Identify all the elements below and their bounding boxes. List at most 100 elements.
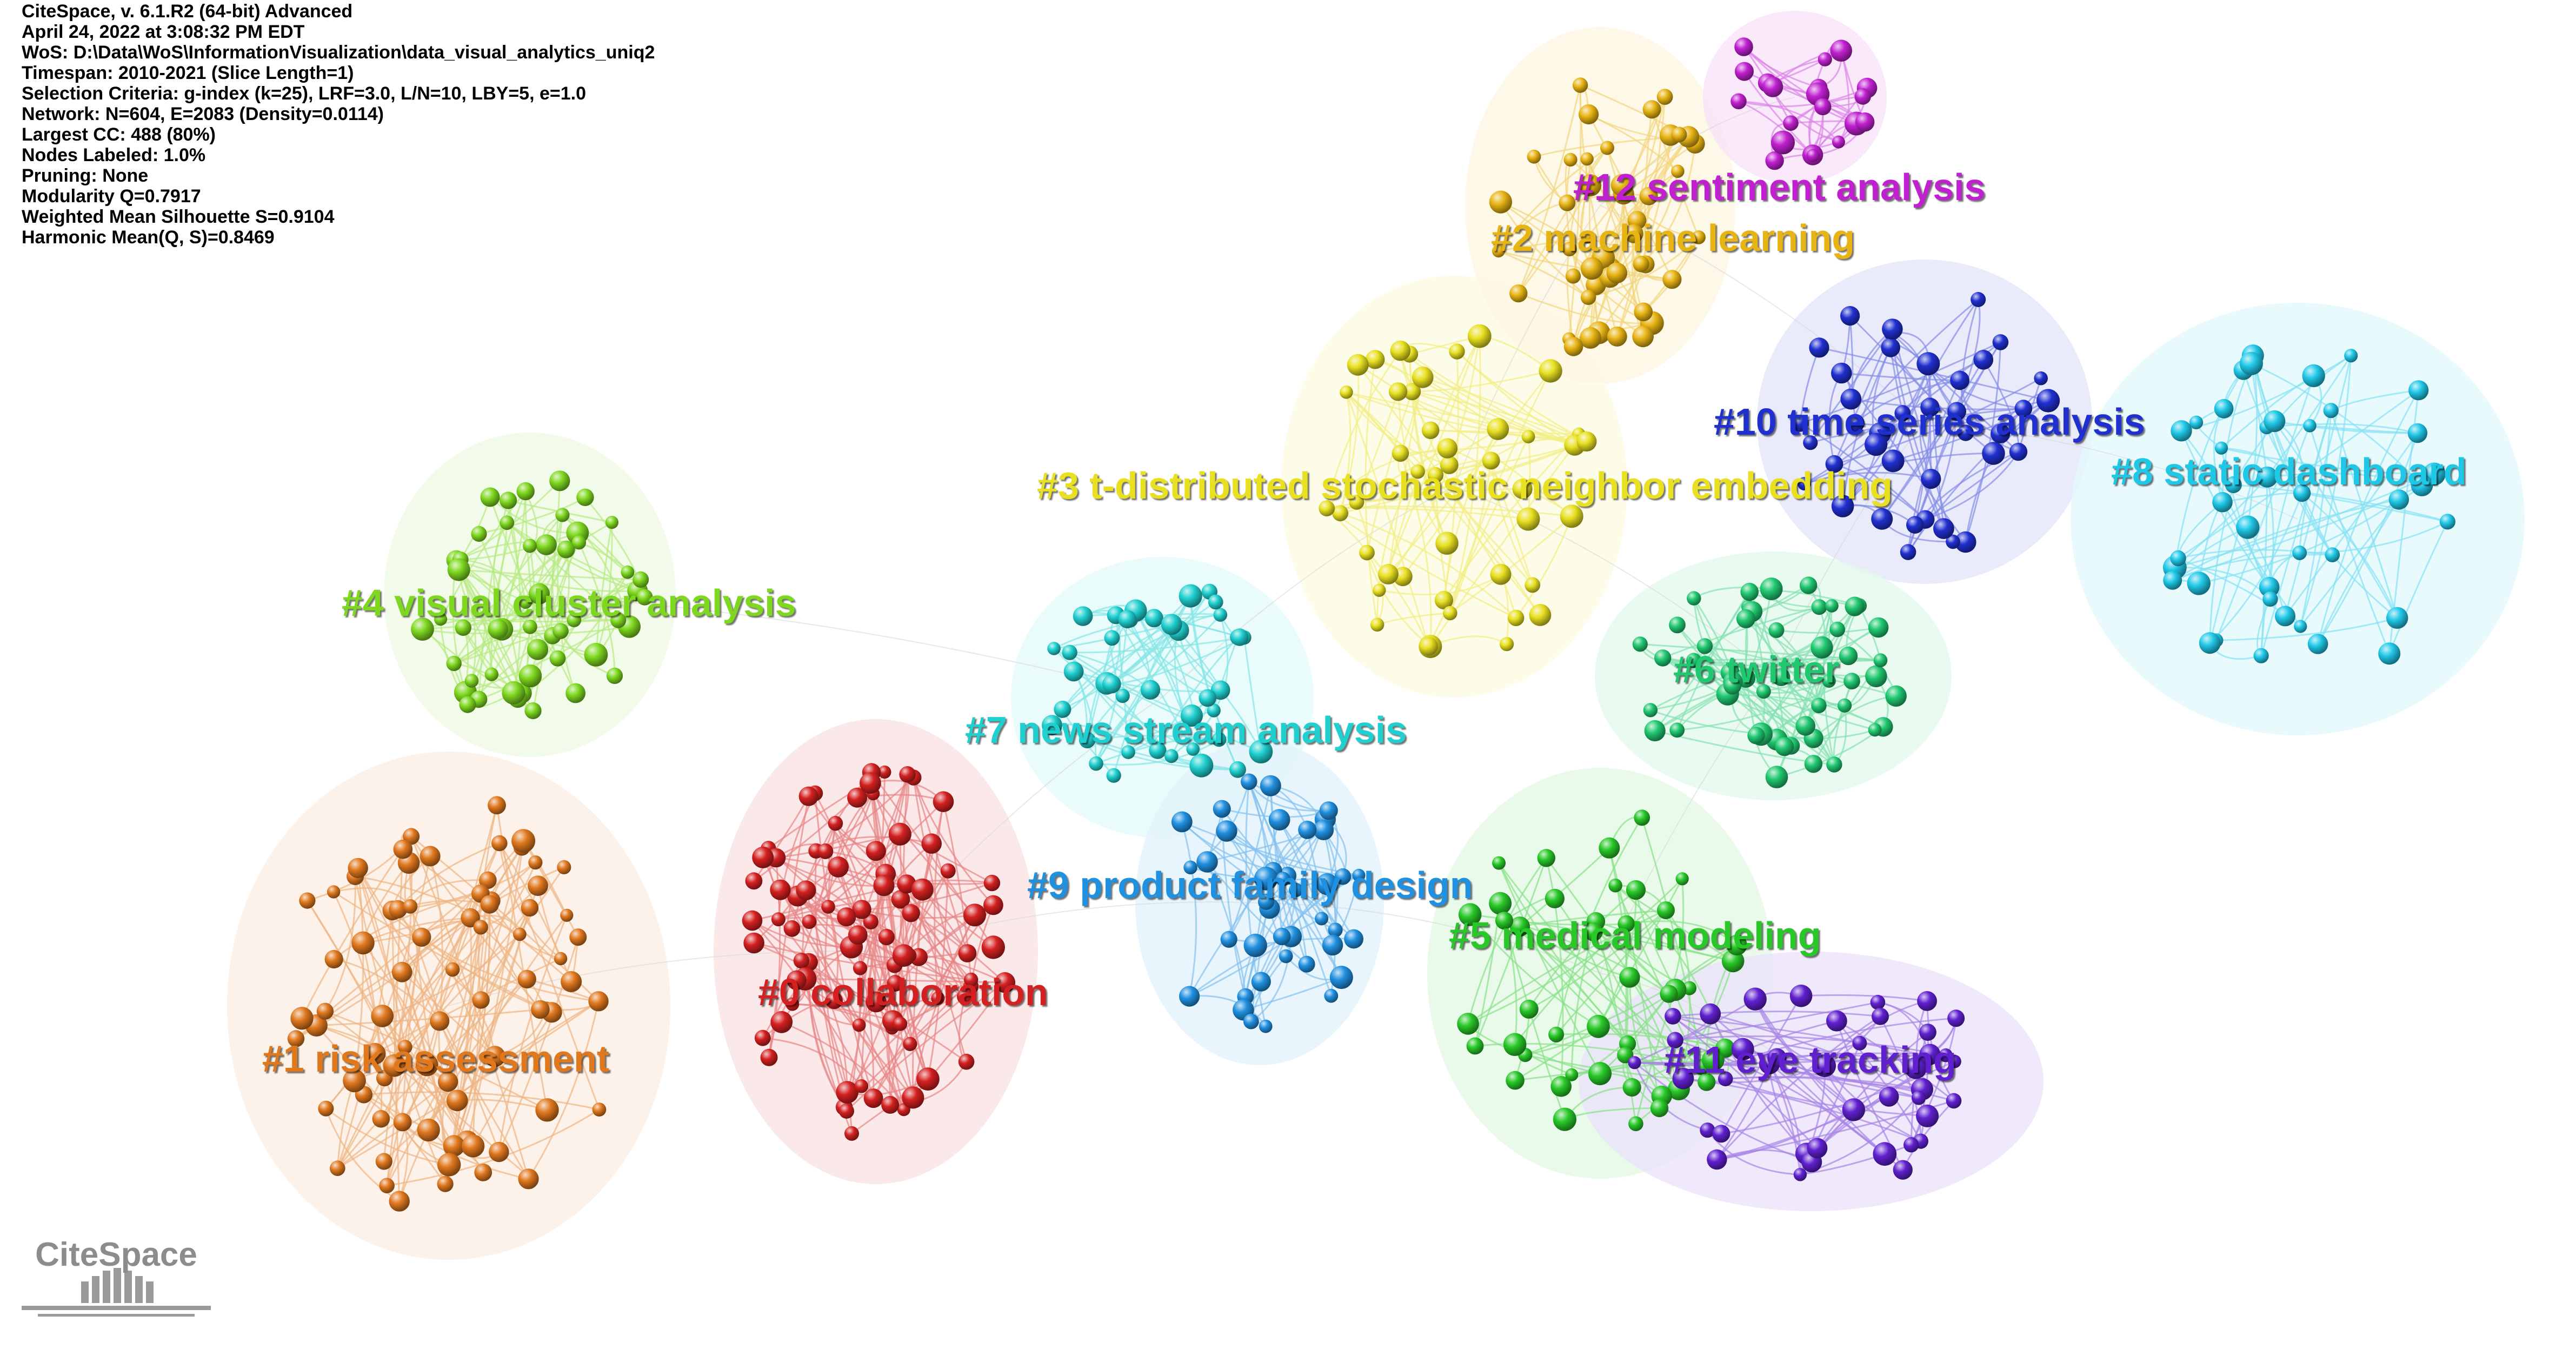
node-c8-14 <box>2171 420 2192 442</box>
node-c8-30 <box>2187 572 2211 595</box>
node-c11-19 <box>1665 1008 1681 1025</box>
node-c7-31 <box>1062 645 1077 660</box>
node-c8-24 <box>2411 474 2433 496</box>
node-c2-20 <box>1580 257 1603 280</box>
node-c0-48 <box>786 997 800 1011</box>
node-c10-13 <box>1992 334 2009 350</box>
cluster-label-6: #6 twitter <box>1673 648 1840 690</box>
node-c8-9 <box>2293 484 2311 502</box>
node-c7-2 <box>1144 609 1163 628</box>
node-c5-28 <box>1619 967 1640 988</box>
node-c6-47 <box>1838 698 1852 713</box>
node-c4-2 <box>480 487 500 507</box>
node-c1-8 <box>417 1118 440 1142</box>
node-c0-24 <box>878 928 895 946</box>
node-c3-4 <box>1332 505 1349 522</box>
node-c8-22 <box>2199 632 2221 654</box>
node-c1-39 <box>511 829 536 853</box>
node-c1-56 <box>461 1134 485 1158</box>
node-c12-18 <box>1830 39 1852 62</box>
node-c12-14 <box>1806 149 1820 162</box>
node-c4-35 <box>576 488 594 506</box>
node-c2-23 <box>1610 174 1633 197</box>
node-c5-25 <box>1698 1073 1716 1091</box>
node-c1-53 <box>398 1040 412 1054</box>
node-c0-45 <box>770 1011 793 1033</box>
node-c0-56 <box>899 766 916 783</box>
node-c2-40 <box>1607 326 1627 347</box>
node-c11-15 <box>1813 1054 1836 1078</box>
node-c5-0 <box>1675 872 1689 886</box>
node-c8-17 <box>2307 634 2328 654</box>
node-c3-21 <box>1516 507 1540 531</box>
node-c11-9 <box>1700 1122 1715 1138</box>
node-c1-59 <box>437 1153 461 1177</box>
node-c3-6 <box>1403 383 1421 401</box>
node-c2-33 <box>1639 187 1658 205</box>
node-c6-18 <box>1772 668 1790 686</box>
node-c11-2 <box>1873 1142 1897 1166</box>
node-c0-58 <box>983 895 1003 915</box>
node-c11-1 <box>1870 994 1886 1010</box>
node-c12-15 <box>1765 151 1784 170</box>
node-c0-1 <box>828 856 849 878</box>
node-c11-11 <box>1628 1056 1641 1069</box>
node-c1-7 <box>287 1030 305 1047</box>
node-c9-17 <box>1322 934 1343 956</box>
network-summary: CiteSpace, v. 6.1.R2 (64-bit) Advanced A… <box>22 1 655 248</box>
node-c2-6 <box>1579 104 1599 125</box>
node-c0-40 <box>866 991 887 1013</box>
node-c9-12 <box>1316 873 1339 895</box>
node-c0-51 <box>838 1103 854 1119</box>
node-c1-70 <box>512 927 527 941</box>
node-c1-9 <box>521 899 539 917</box>
node-c7-36 <box>1161 614 1182 635</box>
info-line-network: Network: N=604, E=2083 (Density=0.0114) <box>22 104 384 124</box>
node-c0-53 <box>902 1086 924 1109</box>
node-c4-11 <box>519 595 532 609</box>
node-c3-33 <box>1449 343 1465 360</box>
node-c11-25 <box>1767 1048 1787 1067</box>
node-c2-43 <box>1656 89 1673 105</box>
node-c0-29 <box>743 932 764 954</box>
node-c4-23 <box>459 696 476 713</box>
node-c0-78 <box>957 988 973 1005</box>
node-c1-54 <box>484 1046 505 1067</box>
node-c0-79 <box>837 907 856 927</box>
node-c5-11 <box>1553 1107 1576 1131</box>
node-c7-39 <box>1164 749 1179 763</box>
node-c9-32 <box>1289 882 1303 898</box>
node-c3-18 <box>1390 340 1411 361</box>
node-c9-28 <box>1243 933 1267 958</box>
node-c6-37 <box>1723 676 1742 695</box>
node-c12-13 <box>1783 115 1799 131</box>
node-c5-16 <box>1622 1078 1641 1097</box>
node-c0-13 <box>826 992 843 1009</box>
node-c0-67 <box>893 1016 908 1031</box>
node-c7-25 <box>1179 584 1202 608</box>
node-c4-38 <box>606 667 623 684</box>
node-c9-38 <box>1273 927 1291 946</box>
node-c9-33 <box>1276 872 1290 887</box>
node-c6-1 <box>1687 591 1701 606</box>
node-c4-1 <box>484 667 498 681</box>
node-c3-26 <box>1508 609 1525 627</box>
node-c7-32 <box>1208 594 1223 610</box>
node-c1-72 <box>472 991 490 1009</box>
node-c11-16 <box>1879 1087 1899 1107</box>
node-c1-45 <box>474 1164 492 1181</box>
node-c4-21 <box>527 639 549 660</box>
node-c12-7 <box>1814 98 1832 116</box>
info-line-nodes-labeled: Nodes Labeled: 1.0% <box>22 145 206 165</box>
node-c1-43 <box>290 1007 314 1030</box>
node-c6-10 <box>1643 703 1658 717</box>
node-c3-27 <box>1377 563 1399 584</box>
node-c10-8 <box>2014 400 2033 417</box>
node-c11-7 <box>1672 1067 1694 1089</box>
node-c4-48 <box>565 683 585 703</box>
node-c7-6 <box>1212 732 1227 747</box>
node-c1-33 <box>528 875 548 896</box>
node-c2-0 <box>1565 268 1581 284</box>
node-c9-37 <box>1334 868 1352 885</box>
node-c0-82 <box>983 874 1001 892</box>
